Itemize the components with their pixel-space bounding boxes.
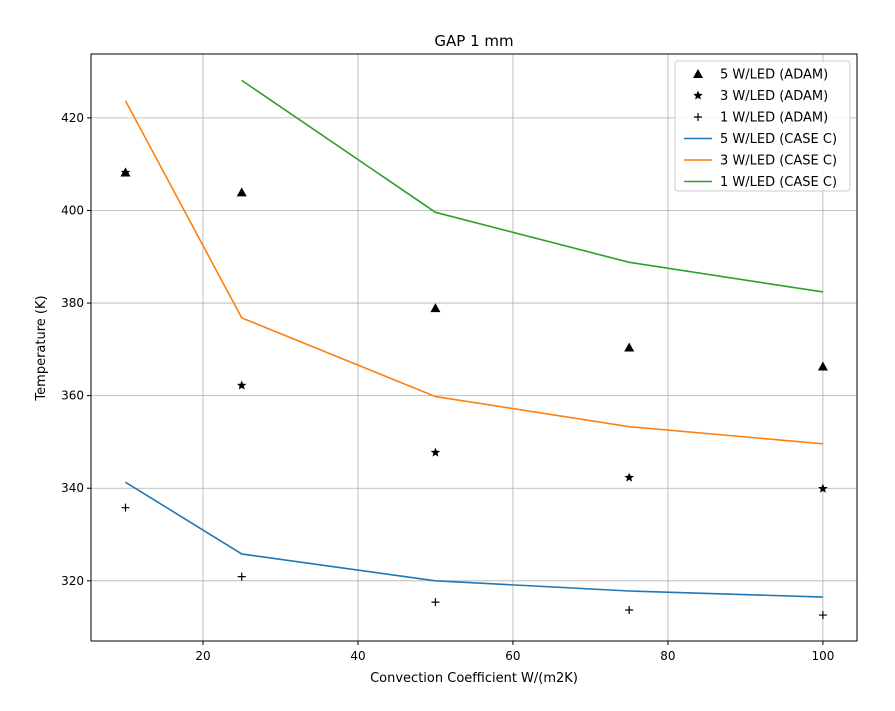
series-line-4 xyxy=(124,100,823,445)
data-point-triangle xyxy=(624,342,635,352)
y-tick-label: 420 xyxy=(61,111,84,125)
y-tick-label: 380 xyxy=(61,296,84,310)
data-point-triangle xyxy=(817,361,828,371)
chart-title: GAP 1 mm xyxy=(434,32,513,50)
y-tick-label: 400 xyxy=(61,203,84,217)
x-tick-label: 100 xyxy=(811,649,834,663)
x-tick-label: 40 xyxy=(350,649,365,663)
x-tick-label: 20 xyxy=(195,649,210,663)
legend-box xyxy=(674,60,851,192)
y-tick-label: 360 xyxy=(61,389,84,403)
data-point-star xyxy=(624,472,634,482)
data-point-star xyxy=(120,167,131,177)
legend-marker xyxy=(693,90,703,100)
data-point-star xyxy=(237,380,247,390)
y-tick-label: 320 xyxy=(61,574,84,588)
legend-label: 3 W/LED (ADAM) xyxy=(720,89,828,104)
legend-label: 3 W/LED (CASE C) xyxy=(720,154,837,169)
series-line-5 xyxy=(241,79,824,293)
data-point-plus xyxy=(625,605,634,614)
data-point-triangle xyxy=(430,303,441,313)
legend-marker xyxy=(694,113,702,121)
legend: 5 W/LED (ADAM) 3 W/LED (ADAM) 1 W/LED (ADA… xyxy=(674,60,851,192)
y-axis-label: Temperature (K) xyxy=(34,295,49,401)
data-point-plus xyxy=(121,503,130,512)
legend-marker xyxy=(693,69,703,78)
legend-label: 1 W/LED (ADAM) xyxy=(720,111,828,126)
legend-label: 5 W/LED (CASE C) xyxy=(720,132,837,147)
x-axis-label: Convection Coefficient W/(m2K) xyxy=(370,671,578,686)
series-line-3 xyxy=(125,481,823,598)
legend-label: 1 W/LED (CASE C) xyxy=(720,175,837,190)
legend-label: 5 W/LED (ADAM) xyxy=(720,68,828,83)
data-point-triangle xyxy=(236,187,247,197)
data-point-plus xyxy=(431,598,440,607)
x-tick-label: 60 xyxy=(505,649,520,663)
plot-frame xyxy=(90,53,858,642)
x-tick-label: 80 xyxy=(660,649,675,663)
data-point-plus xyxy=(818,611,827,620)
data-point-star xyxy=(430,447,441,457)
y-tick-label: 340 xyxy=(61,481,84,495)
data-point-star xyxy=(818,483,828,493)
data-point-plus xyxy=(237,572,246,581)
